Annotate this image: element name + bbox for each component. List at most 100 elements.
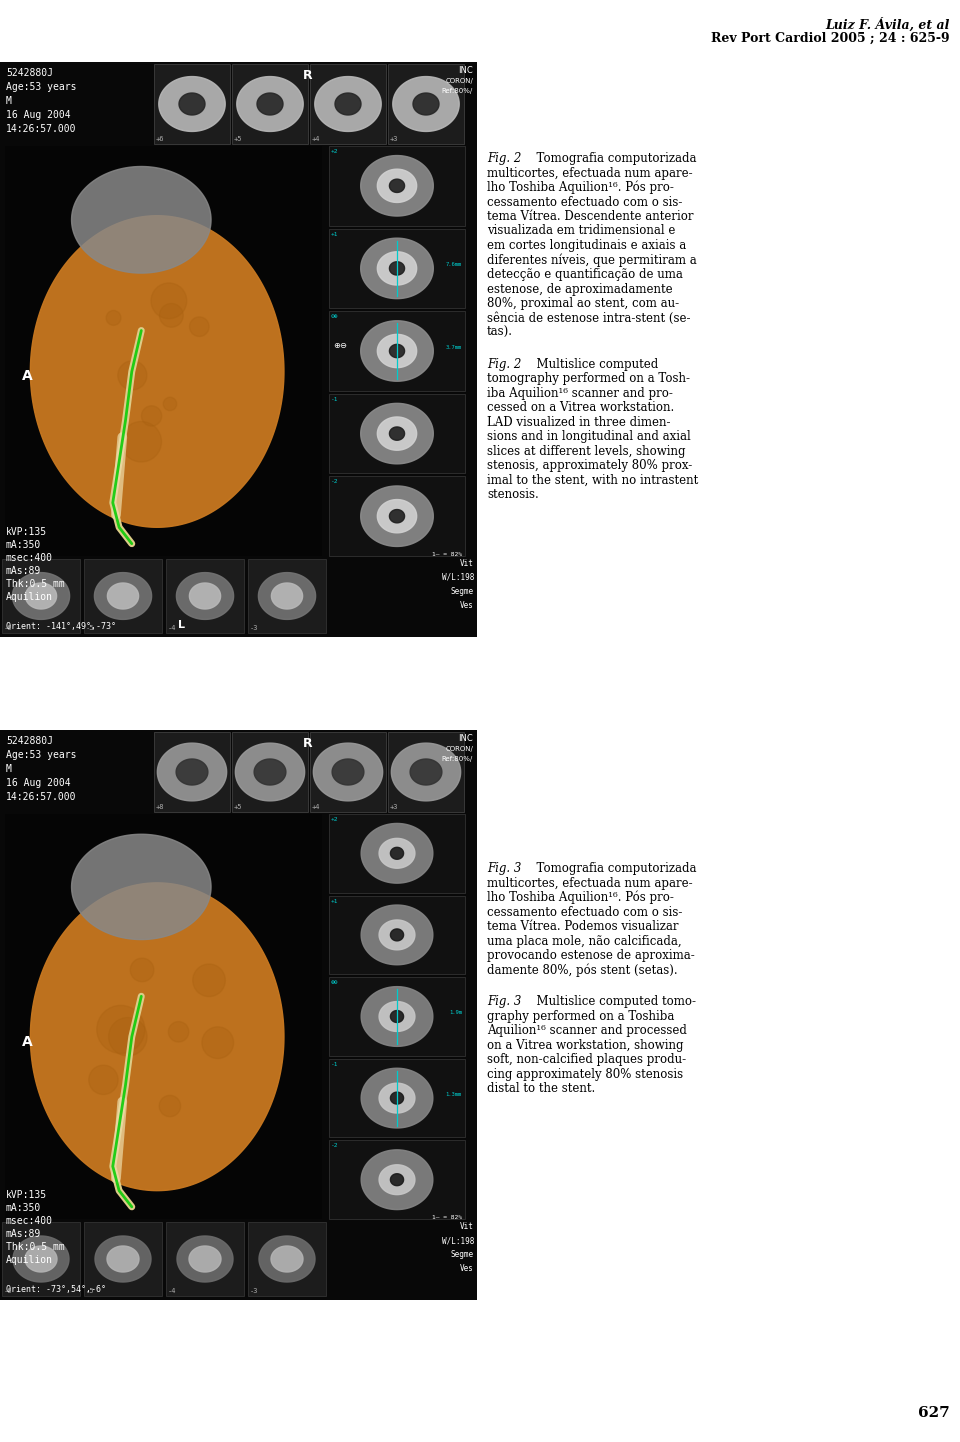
Circle shape xyxy=(88,1066,118,1094)
Text: -3: -3 xyxy=(250,624,258,632)
Polygon shape xyxy=(390,427,404,440)
Text: diferentes níveis, que permitiram a: diferentes níveis, que permitiram a xyxy=(487,254,697,267)
Text: Tomografia computorizada: Tomografia computorizada xyxy=(529,862,697,875)
Text: Ref:80%/: Ref:80%/ xyxy=(442,756,473,761)
Text: uma placa mole, não calcificada,: uma placa mole, não calcificada, xyxy=(487,934,682,947)
Polygon shape xyxy=(379,1165,415,1194)
Polygon shape xyxy=(390,179,404,192)
Text: A: A xyxy=(22,369,33,384)
Circle shape xyxy=(141,405,161,425)
Text: Rev Port Cardiol 2005 ; 24 : 625-9: Rev Port Cardiol 2005 ; 24 : 625-9 xyxy=(711,32,950,45)
Text: M: M xyxy=(6,764,12,774)
Text: on a Vitrea workstation, showing: on a Vitrea workstation, showing xyxy=(487,1038,684,1051)
Text: Thk:0.5 mm: Thk:0.5 mm xyxy=(6,580,64,588)
Polygon shape xyxy=(377,499,417,534)
Text: tomography performed on a Tosh-: tomography performed on a Tosh- xyxy=(487,372,690,385)
Text: Segme: Segme xyxy=(451,1250,474,1259)
Text: detecção e quantificação de uma: detecção e quantificação de uma xyxy=(487,268,683,281)
Text: LAD visualized in three dimen-: LAD visualized in three dimen- xyxy=(487,415,670,428)
Text: multicortes, efectuada num apare-: multicortes, efectuada num apare- xyxy=(487,166,692,179)
Bar xyxy=(329,895,465,975)
Text: stenosis.: stenosis. xyxy=(487,489,539,502)
Text: Multislice computed: Multislice computed xyxy=(529,358,659,371)
Text: Orient: -141°,49°,-73°: Orient: -141°,49°,-73° xyxy=(6,622,116,632)
Circle shape xyxy=(108,1018,147,1056)
Polygon shape xyxy=(377,335,417,368)
Text: +2: +2 xyxy=(331,818,339,822)
Polygon shape xyxy=(361,1069,433,1128)
Text: -1: -1 xyxy=(331,1061,339,1067)
Text: sions and in longitudinal and axial: sions and in longitudinal and axial xyxy=(487,430,691,443)
Polygon shape xyxy=(393,76,459,131)
Text: +3: +3 xyxy=(390,805,398,810)
Polygon shape xyxy=(361,986,433,1047)
Polygon shape xyxy=(391,1174,403,1185)
Polygon shape xyxy=(235,743,304,800)
Text: Fig. 2: Fig. 2 xyxy=(487,151,521,164)
Text: W/L:198: W/L:198 xyxy=(442,1236,474,1244)
Text: stenosis, approximately 80% prox-: stenosis, approximately 80% prox- xyxy=(487,460,692,473)
Polygon shape xyxy=(377,169,417,202)
Bar xyxy=(248,1221,326,1296)
Text: Aquilion: Aquilion xyxy=(6,1255,53,1265)
Text: +5: +5 xyxy=(234,136,243,141)
Polygon shape xyxy=(361,156,433,216)
Text: cessed on a Vitrea workstation.: cessed on a Vitrea workstation. xyxy=(487,401,674,414)
Bar xyxy=(154,63,230,144)
Text: Fig. 3: Fig. 3 xyxy=(487,862,521,875)
Bar xyxy=(329,978,465,1056)
Bar xyxy=(329,229,465,309)
Text: 1― = 82%: 1― = 82% xyxy=(432,1216,462,1220)
Text: 80%, proximal ao stent, com au-: 80%, proximal ao stent, com au- xyxy=(487,297,679,310)
Polygon shape xyxy=(332,758,364,784)
Polygon shape xyxy=(391,848,403,859)
Text: -5: -5 xyxy=(86,1288,94,1293)
Text: mAs:89: mAs:89 xyxy=(6,1229,41,1239)
Circle shape xyxy=(159,1096,180,1116)
Text: 16 Aug 2004: 16 Aug 2004 xyxy=(6,779,71,787)
Polygon shape xyxy=(189,583,221,609)
Text: +1: +1 xyxy=(331,898,339,904)
Bar xyxy=(5,813,322,1218)
Circle shape xyxy=(97,1005,145,1054)
Circle shape xyxy=(202,1027,233,1058)
Bar xyxy=(329,146,465,225)
Text: Thk:0.5 mm: Thk:0.5 mm xyxy=(6,1242,64,1252)
Text: ⊕⊖: ⊕⊖ xyxy=(333,342,347,350)
Polygon shape xyxy=(379,1002,415,1031)
Text: W/L:198: W/L:198 xyxy=(442,572,474,583)
Text: -6: -6 xyxy=(4,1288,12,1293)
Text: A: A xyxy=(22,1035,33,1048)
Text: 7.6mm: 7.6mm xyxy=(445,262,462,267)
Polygon shape xyxy=(390,345,404,358)
Polygon shape xyxy=(390,262,404,275)
Polygon shape xyxy=(361,320,433,381)
Polygon shape xyxy=(361,823,433,883)
Text: 5242880J: 5242880J xyxy=(6,68,53,78)
Polygon shape xyxy=(379,920,415,950)
Polygon shape xyxy=(410,758,442,784)
Polygon shape xyxy=(254,758,286,784)
Polygon shape xyxy=(72,166,211,273)
Text: 1.9m: 1.9m xyxy=(449,1009,462,1015)
Text: mA:350: mA:350 xyxy=(6,539,41,549)
Text: cessamento efectuado com o sis-: cessamento efectuado com o sis- xyxy=(487,196,683,209)
Text: ⊕⊖: ⊕⊖ xyxy=(331,981,339,985)
Polygon shape xyxy=(94,572,152,620)
Bar xyxy=(84,1221,162,1296)
Polygon shape xyxy=(107,1246,139,1272)
Polygon shape xyxy=(361,238,433,298)
Bar xyxy=(232,733,308,812)
Circle shape xyxy=(193,965,226,996)
Text: 14:26:57.000: 14:26:57.000 xyxy=(6,124,77,134)
Text: Luiz F. Ávila, et al: Luiz F. Ávila, et al xyxy=(826,17,950,32)
Text: slices at different levels, showing: slices at different levels, showing xyxy=(487,446,685,459)
Polygon shape xyxy=(272,583,302,609)
Polygon shape xyxy=(237,76,303,131)
Bar xyxy=(329,311,465,391)
Polygon shape xyxy=(25,1246,57,1272)
Polygon shape xyxy=(31,883,284,1191)
Text: L: L xyxy=(178,620,185,630)
Polygon shape xyxy=(391,1092,403,1105)
Polygon shape xyxy=(258,572,316,620)
